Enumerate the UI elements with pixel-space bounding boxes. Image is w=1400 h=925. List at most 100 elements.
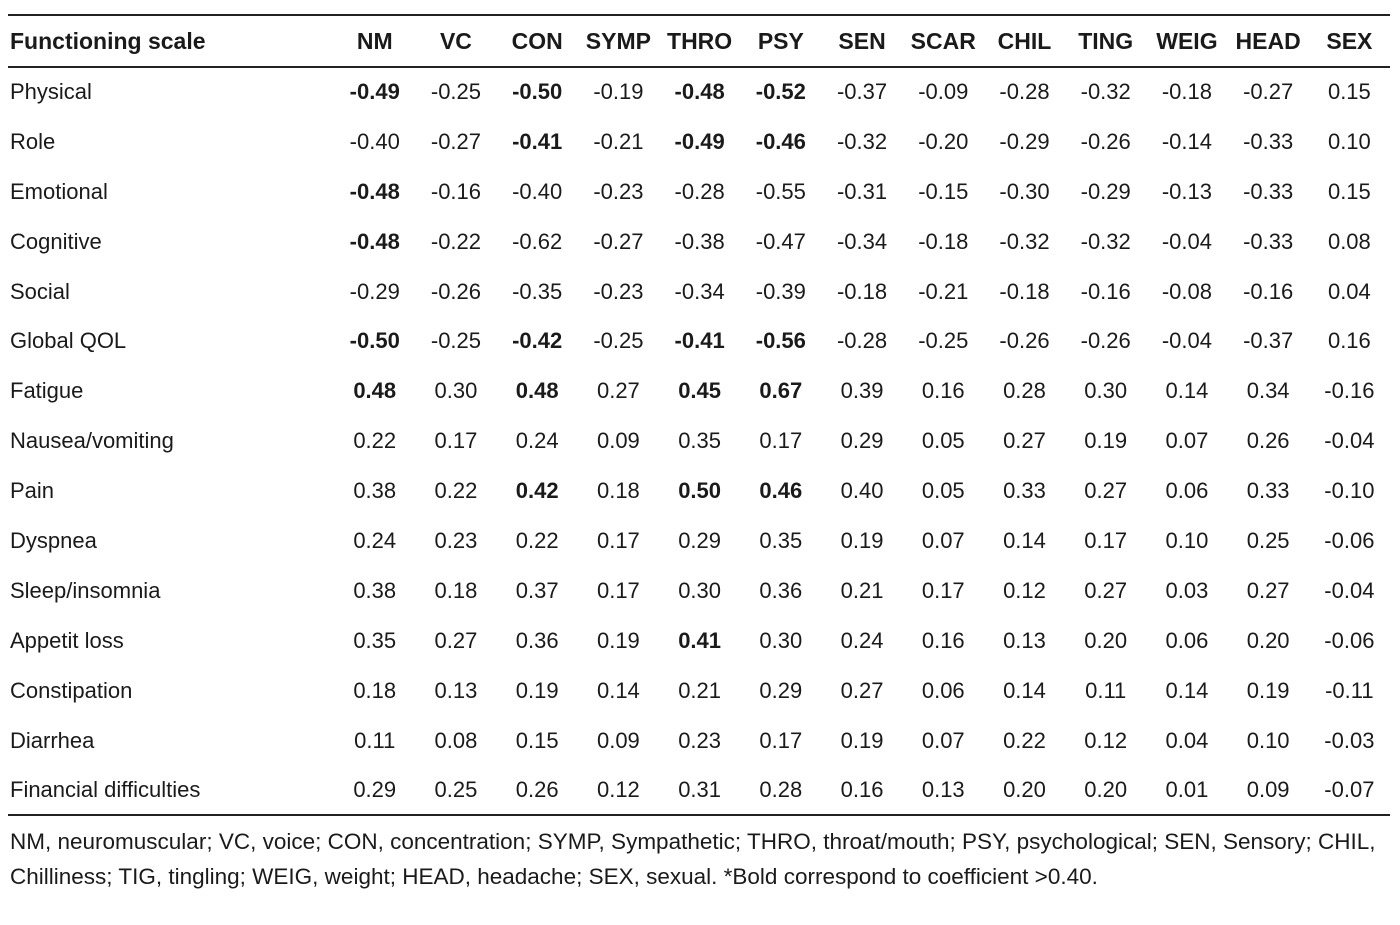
table-cell: 0.34 — [1246, 378, 1290, 404]
table-cell: -0.14 — [1161, 128, 1212, 154]
table-cell: -0.32 — [836, 128, 888, 154]
column-header: CHIL — [997, 27, 1052, 54]
table-cell: -0.26 — [1080, 128, 1131, 154]
table-cell: 0.23 — [678, 727, 722, 753]
table-cell: 0.30 — [759, 627, 803, 653]
table-cell: 0.30 — [678, 577, 722, 603]
table-cell: 0.11 — [354, 727, 396, 753]
table-cell: -0.42 — [512, 328, 563, 354]
row-label: Constipation — [10, 677, 133, 703]
table-cell: 0.36 — [759, 577, 803, 603]
table-cell: 0.16 — [1327, 328, 1371, 354]
row-label: Emotional — [10, 178, 108, 204]
row-label: Sleep/insomnia — [10, 577, 161, 603]
row-label: Social — [10, 278, 70, 304]
table-cell: -0.32 — [1080, 228, 1131, 254]
table-cell: -0.28 — [674, 178, 725, 204]
table-cell: 0.20 — [1084, 776, 1128, 802]
table-header-row: Functioning scale NM VC CON SYMP THRO PS… — [8, 15, 1390, 67]
table-cell: 0.01 — [1165, 776, 1209, 802]
table-cell: -0.33 — [1243, 178, 1294, 204]
table-cell: 0.06 — [921, 677, 965, 703]
table-row: Sleep/insomnia 0.38 0.18 0.37 0.17 0.30 0.36 0.… — [8, 566, 1390, 616]
table-cell: 0.22 — [434, 478, 478, 504]
table-cell: -0.55 — [755, 178, 806, 204]
table-cell: 0.15 — [1327, 178, 1371, 204]
table-cell: -0.18 — [918, 228, 969, 254]
table-cell: 0.10 — [1246, 727, 1290, 753]
table-cell: -0.25 — [430, 328, 482, 354]
table-cell: 0.13 — [921, 776, 965, 802]
table-cell: 0.14 — [1165, 378, 1209, 404]
table-cell: -0.26 — [999, 328, 1050, 354]
table-cell: 0.48 — [353, 378, 397, 404]
table-cell: -0.40 — [349, 128, 400, 154]
table-cell: 0.22 — [353, 428, 397, 454]
column-header: THRO — [667, 27, 733, 54]
table-cell: 0.33 — [1003, 478, 1046, 504]
table-cell: 0.17 — [434, 428, 478, 454]
table-cell: 0.04 — [1165, 727, 1209, 753]
table-cell: 0.27 — [434, 627, 478, 653]
table-row: Fatigue 0.48 0.30 0.48 0.27 0.45 0.67 0.39 0.16 0… — [8, 366, 1390, 416]
table-row: Appetit loss 0.35 0.27 0.36 0.19 0.41 0.30 0.24… — [8, 616, 1390, 666]
table-cell: 0.29 — [678, 527, 722, 553]
table-cell: -0.32 — [1080, 79, 1131, 105]
table-cell: 0.15 — [515, 727, 559, 753]
table-cell: 0.29 — [353, 776, 397, 802]
table-cell: 0.35 — [353, 627, 397, 653]
table-cell: 0.48 — [515, 378, 559, 404]
table-cell: 0.22 — [515, 527, 559, 553]
table-cell: 0.39 — [840, 378, 884, 404]
table-cell: 0.15 — [1327, 79, 1371, 105]
table-cell: 0.14 — [1003, 527, 1046, 553]
table-cell: 0.24 — [515, 428, 559, 454]
table-cell: 0.03 — [1165, 577, 1209, 603]
table-cell: 0.40 — [840, 478, 884, 504]
table-cell: -0.41 — [512, 128, 563, 154]
table-row: Dyspnea 0.24 0.23 0.22 0.17 0.29 0.35 0.19 0.07 0… — [8, 516, 1390, 566]
table-row: Global QOL -0.50 -0.25 -0.42 -0.25 -0.41 -0.56… — [8, 316, 1390, 366]
table-cell: -0.25 — [918, 328, 969, 354]
table-cell: -0.25 — [430, 79, 482, 105]
table-cell: 0.09 — [596, 727, 640, 753]
table-cell: 0.26 — [1246, 428, 1290, 454]
table-row: Social -0.29 -0.26 -0.35 -0.23 -0.34 -0.39 -0.1… — [8, 267, 1390, 317]
table-cell: -0.26 — [1080, 328, 1131, 354]
table-cell: 0.45 — [678, 378, 722, 404]
table-cell: 0.30 — [1084, 378, 1128, 404]
table-cell: 0.17 — [921, 577, 965, 603]
table-cell: 0.27 — [840, 677, 884, 703]
table-cell: -0.31 — [836, 178, 888, 204]
table-cell: 0.28 — [1003, 378, 1046, 404]
table-cell: -0.06 — [1324, 527, 1375, 553]
table-cell: 0.05 — [921, 428, 965, 454]
row-label: Cognitive — [10, 228, 102, 254]
table-cell: 0.46 — [759, 478, 803, 504]
table-cell: -0.16 — [1243, 278, 1294, 304]
table-cell: 0.12 — [1084, 727, 1128, 753]
row-label: Diarrhea — [10, 727, 95, 753]
table-cell: 0.50 — [678, 478, 722, 504]
row-label: Physical — [10, 79, 92, 105]
table-cell: 0.09 — [1246, 776, 1290, 802]
table-row: Physical -0.49 -0.25 -0.50 -0.19 -0.48 -0.52 -0… — [8, 67, 1390, 117]
table-cell: 0.17 — [596, 577, 640, 603]
row-label: Appetit loss — [10, 627, 124, 653]
table-row: Constipation 0.18 0.13 0.19 0.14 0.21 0.29 0.27… — [8, 666, 1390, 716]
row-label: Dyspnea — [10, 527, 97, 553]
table-cell: -0.13 — [1161, 178, 1212, 204]
table-cell: -0.20 — [918, 128, 969, 154]
table-cell: -0.03 — [1324, 727, 1375, 753]
table-cell: 0.19 — [596, 627, 640, 653]
table-cell: -0.28 — [836, 328, 888, 354]
table-cell: 0.07 — [1165, 428, 1209, 454]
table-cell: -0.52 — [755, 79, 806, 105]
table-cell: 0.21 — [678, 677, 722, 703]
table-cell: -0.29 — [1080, 178, 1131, 204]
table-cell: 0.19 — [515, 677, 559, 703]
table-cell: -0.49 — [349, 79, 400, 105]
row-label: Role — [10, 128, 56, 154]
column-header: CON — [511, 27, 563, 54]
table-cell: 0.27 — [596, 378, 640, 404]
